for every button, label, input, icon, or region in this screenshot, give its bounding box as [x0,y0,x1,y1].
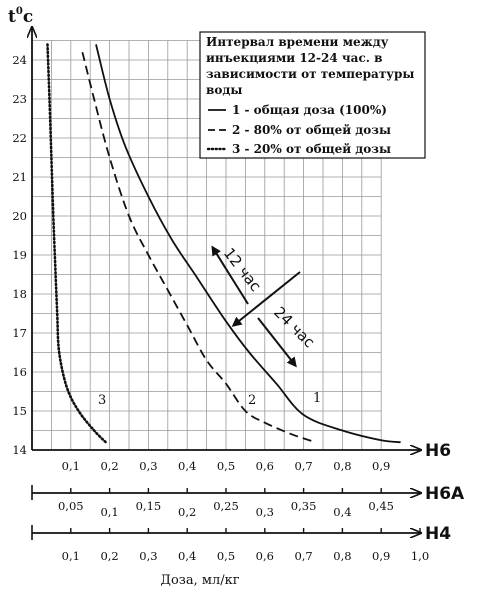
y-axis-label: t0c [8,6,33,27]
axis-tick-label: 0,8 [333,549,351,563]
legend-box [199,31,426,159]
axis-tick-label: 0,3 [139,459,157,473]
y-tick-label: 19 [12,248,27,262]
legend: Интервал времени между инъекциями 12-24 … [199,31,426,159]
axis-tick-label: 0,3 [139,549,157,563]
axis-h6-name: Н6 [425,441,451,461]
arrow-12h [211,245,249,305]
axis-tick-label: 0,2 [178,505,196,519]
legend-entry-1: 1 - общая доза (100%) [232,103,387,117]
axis-tick-label: 0,1 [100,505,118,519]
axis-tick-label: 0,25 [213,499,239,513]
axis-tick-label: 0,9 [372,549,390,563]
axis-tick-label: 0,1 [62,459,80,473]
y-tick-label: 20 [12,209,27,223]
curve-label-1: 1 [313,391,321,406]
y-tick-label: 18 [12,287,27,301]
axis-h4-name: Н4 [425,524,451,544]
arrow-diagonal [231,271,301,327]
axis-tick-label: 0,1 [62,549,80,563]
series-2-curve [81,51,316,444]
y-tick-label: 16 [12,365,27,379]
y-tick-label: 22 [12,131,27,145]
axis-tick-label: 0,5 [217,549,235,563]
axis-tick-label: 0,15 [136,499,162,513]
y-tick-labels: 14 15 16 17 18 19 20 21 22 23 24 [12,53,27,457]
axis-tick-label: 0,2 [100,549,118,563]
axis-tick-label: 0,2 [100,459,118,473]
y-tick-label: 15 [12,404,27,418]
y-tick-label: 21 [12,170,27,184]
axis-tick-label: 0,3 [256,505,274,519]
y-tick-label: 23 [12,92,27,106]
curve-label-3: 3 [98,393,106,408]
axis-tick-label: 0,5 [217,459,235,473]
axis-h6a-ticks: 0,05 0,1 0,15 0,2 0,25 0,3 0,35 0,4 0,45 [58,488,394,519]
series-1-curve [95,44,401,444]
axis-tick-label: 0,4 [178,549,196,563]
curve-label-2: 2 [248,393,256,408]
axis-tick-label: 1,0 [411,549,429,563]
axis-tick-label: 0,9 [372,459,390,473]
axis-tick-label: 0,35 [291,499,317,513]
y-tick-label: 17 [12,326,27,340]
legend-title-line-3: зависимости от температуры [206,67,414,81]
axis-tick-label: 0,7 [294,459,312,473]
axis-tick-label: 0,7 [294,549,312,563]
axis-tick-label: 0,8 [333,459,351,473]
legend-title-line-2: инъекциями 12-24 час. в [206,51,382,65]
axis-tick-label: 0,45 [368,499,394,513]
arrow-24h [257,317,297,368]
axis-tick-label: 0,6 [256,459,274,473]
series-3-curve [46,43,107,444]
axis-h6a-name: Н6А [425,484,465,504]
legend-entry-3: 3 - 20% от общей дозы [232,142,391,156]
axis-tick-label: 0,05 [58,499,84,513]
axis-h4-ticks: 0,1 0,2 0,3 0,4 0,5 0,6 0,7 0,8 0,9 1,0 [62,528,429,563]
y-tick-label: 24 [12,53,27,67]
axis-tick-label: 0,4 [333,505,351,519]
legend-title-line-4: воды [206,83,242,97]
axis-tick-label: 0,6 [256,549,274,563]
x-axis-label: Доза, мл/кг [160,573,239,588]
axis-h6-ticks: 0,1 0,2 0,3 0,4 0,5 0,6 0,7 0,8 0,9 [62,459,391,473]
legend-title-line-1: Интервал времени между [206,35,389,49]
y-tick-label: 14 [12,443,27,457]
legend-entry-2: 2 - 80% от общей дозы [232,123,391,137]
axis-tick-label: 0,4 [178,459,196,473]
